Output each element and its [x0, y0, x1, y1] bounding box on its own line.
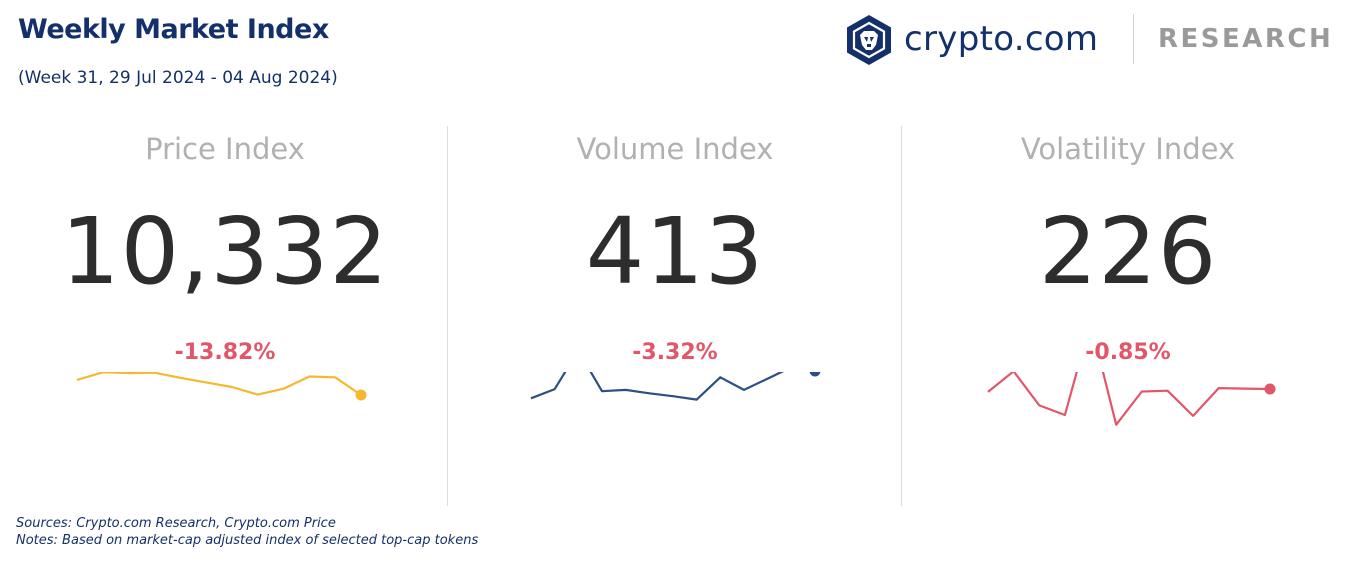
- date-range-subtitle: (Week 31, 29 Jul 2024 - 04 Aug 2024): [18, 68, 338, 88]
- brand-logo: crypto.com RESEARCH: [846, 14, 1336, 66]
- price-index-title: Price Index: [145, 132, 305, 166]
- volatility-index-sparkline: [987, 372, 1276, 426]
- page-title: Weekly Market Index: [18, 14, 329, 45]
- brand-name: crypto.com: [904, 19, 1099, 59]
- volume-index-title: Volume Index: [576, 132, 774, 166]
- last-point-marker: [355, 389, 367, 401]
- volume-index-value: 413: [585, 198, 765, 305]
- series-line: [987, 372, 1271, 426]
- volume-index-change: -3.32%: [632, 340, 718, 365]
- last-point-marker: [809, 372, 821, 377]
- panel-divider: [901, 126, 902, 506]
- last-point-marker: [1264, 383, 1276, 395]
- volatility-index-title: Volatility Index: [1020, 132, 1236, 166]
- series-line: [76, 372, 362, 396]
- volatility-index-change: -0.85%: [1085, 340, 1171, 365]
- series-line: [530, 372, 815, 401]
- sources-note: Sources: Crypto.com Research, Crypto.com…: [16, 516, 336, 531]
- price-index-panel: Price Index 10,332 -13.82%: [0, 126, 450, 506]
- volume-index-panel: Volume Index 413 -3.32%: [450, 126, 900, 506]
- research-label: RESEARCH: [1158, 24, 1334, 54]
- panel-divider: [447, 126, 448, 506]
- price-index-sparkline: [76, 372, 367, 401]
- crypto-com-lion-shield-icon: [847, 15, 891, 65]
- price-index-value: 10,332: [61, 198, 389, 305]
- methodology-note: Notes: Based on market-cap adjusted inde…: [16, 533, 479, 548]
- logo-divider: [1133, 14, 1134, 64]
- volume-index-sparkline: [530, 372, 821, 401]
- price-index-change: -13.82%: [174, 340, 276, 365]
- volatility-index-value: 226: [1038, 198, 1218, 305]
- volatility-index-panel: Volatility Index 226 -0.85%: [903, 126, 1350, 506]
